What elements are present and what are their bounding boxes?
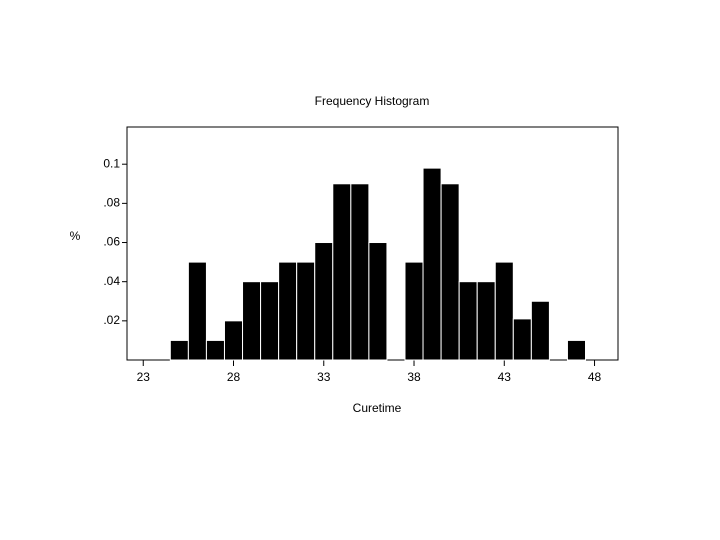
- bar: [278, 261, 298, 361]
- bar: [422, 167, 442, 361]
- bar: [260, 281, 280, 361]
- bar: [440, 183, 460, 361]
- bar: [512, 318, 532, 361]
- y-tick-label: .08: [103, 196, 120, 210]
- bar: [494, 261, 514, 361]
- bar: [350, 183, 370, 361]
- x-tick-label: 23: [137, 370, 151, 384]
- bar: [187, 261, 207, 361]
- x-tick-label: 43: [498, 370, 512, 384]
- x-tick-label: 28: [227, 370, 241, 384]
- bar: [223, 320, 244, 361]
- bar: [169, 339, 189, 361]
- bar: [368, 242, 388, 361]
- y-tick-label: .04: [103, 274, 120, 288]
- x-tick-label: 48: [588, 370, 602, 384]
- bar: [242, 281, 262, 361]
- bar: [566, 339, 587, 361]
- chart-title: Frequency Histogram: [315, 94, 430, 108]
- x-tick-label: 38: [407, 370, 421, 384]
- x-tick-label: 33: [317, 370, 331, 384]
- bar: [332, 183, 352, 361]
- bar: [476, 281, 496, 361]
- bar: [314, 242, 334, 361]
- y-tick-label: .02: [103, 313, 120, 327]
- x-axis-label: Curetime: [353, 401, 402, 415]
- bar: [458, 281, 478, 361]
- y-tick-label: 0.1: [103, 156, 120, 170]
- bar: [530, 300, 550, 361]
- bar: [404, 261, 424, 361]
- y-axis-label: %: [70, 229, 81, 243]
- bar: [296, 261, 316, 361]
- bar: [205, 339, 225, 361]
- y-tick-label: .06: [103, 235, 120, 249]
